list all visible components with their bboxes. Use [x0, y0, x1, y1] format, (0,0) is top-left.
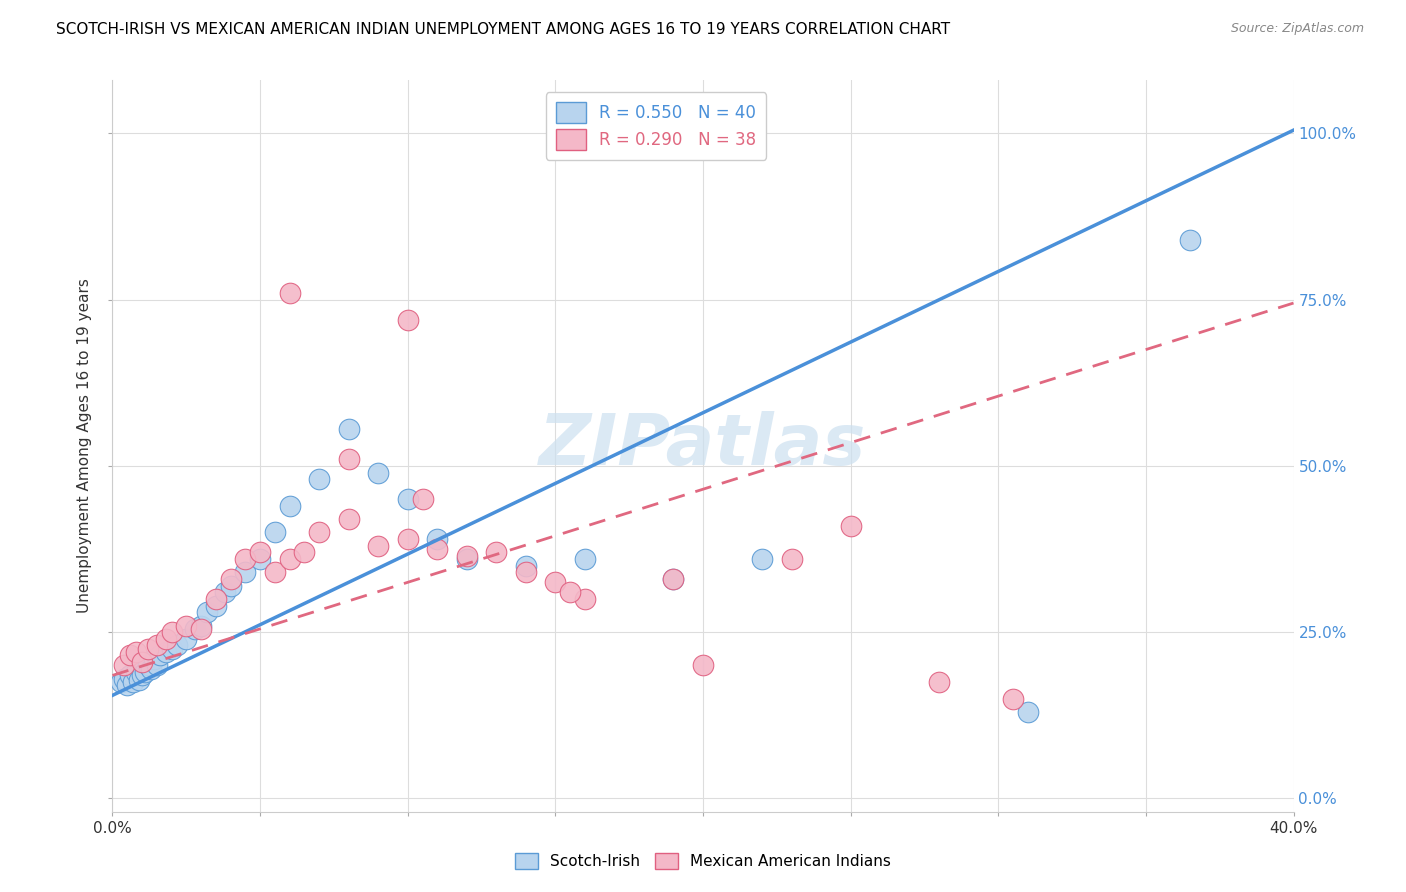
Point — [155, 645, 177, 659]
Point — [426, 532, 449, 546]
Point — [308, 525, 330, 540]
Point — [396, 312, 419, 326]
Point — [396, 532, 419, 546]
Point — [367, 466, 389, 480]
Point — [456, 552, 478, 566]
Point — [456, 549, 478, 563]
Point — [249, 545, 271, 559]
Point — [233, 552, 256, 566]
Point — [205, 599, 228, 613]
Point — [112, 672, 135, 686]
Point — [1017, 705, 1039, 719]
Point — [149, 648, 172, 663]
Point — [125, 665, 148, 679]
Point — [128, 673, 150, 687]
Point — [112, 658, 135, 673]
Point — [219, 572, 242, 586]
Y-axis label: Unemployment Among Ages 16 to 19 years: Unemployment Among Ages 16 to 19 years — [77, 278, 93, 614]
Point — [131, 655, 153, 669]
Point — [174, 632, 197, 646]
Point — [160, 625, 183, 640]
Point — [134, 665, 156, 679]
Point — [122, 675, 145, 690]
Point — [662, 572, 685, 586]
Point — [195, 605, 218, 619]
Point — [160, 641, 183, 656]
Point — [574, 552, 596, 566]
Point — [1178, 233, 1201, 247]
Point — [751, 552, 773, 566]
Point — [337, 512, 360, 526]
Point — [839, 518, 862, 533]
Point — [205, 591, 228, 606]
Point — [928, 675, 950, 690]
Text: SCOTCH-IRISH VS MEXICAN AMERICAN INDIAN UNEMPLOYMENT AMONG AGES 16 TO 19 YEARS C: SCOTCH-IRISH VS MEXICAN AMERICAN INDIAN … — [56, 22, 950, 37]
Point — [264, 525, 287, 540]
Point — [337, 422, 360, 436]
Point — [485, 545, 508, 559]
Legend: Scotch-Irish, Mexican American Indians: Scotch-Irish, Mexican American Indians — [509, 847, 897, 875]
Point — [219, 579, 242, 593]
Text: Source: ZipAtlas.com: Source: ZipAtlas.com — [1230, 22, 1364, 36]
Point — [136, 641, 159, 656]
Point — [142, 652, 165, 666]
Point — [174, 618, 197, 632]
Point — [367, 539, 389, 553]
Point — [117, 678, 138, 692]
Point — [396, 492, 419, 507]
Point — [515, 566, 537, 580]
Text: ZIPatlas: ZIPatlas — [540, 411, 866, 481]
Point — [558, 585, 582, 599]
Point — [278, 286, 301, 301]
Point — [125, 645, 148, 659]
Point — [278, 499, 301, 513]
Point — [120, 668, 142, 682]
Point — [426, 542, 449, 557]
Point — [264, 566, 287, 580]
Point — [574, 591, 596, 606]
Point — [155, 632, 177, 646]
Point — [136, 658, 159, 673]
Point — [166, 639, 188, 653]
Point — [131, 668, 153, 682]
Point — [337, 452, 360, 467]
Point — [292, 545, 315, 559]
Legend: R = 0.550   N = 40, R = 0.290   N = 38: R = 0.550 N = 40, R = 0.290 N = 38 — [546, 92, 766, 160]
Point — [780, 552, 803, 566]
Point — [190, 622, 212, 636]
Point — [214, 585, 236, 599]
Point — [308, 472, 330, 486]
Point — [544, 575, 567, 590]
Point — [190, 618, 212, 632]
Point — [120, 648, 142, 663]
Point — [1001, 691, 1024, 706]
Point — [662, 572, 685, 586]
Point — [233, 566, 256, 580]
Point — [139, 662, 162, 676]
Point — [278, 552, 301, 566]
Point — [184, 622, 207, 636]
Point — [110, 675, 132, 690]
Point — [249, 552, 271, 566]
Point — [692, 658, 714, 673]
Point — [146, 639, 169, 653]
Point — [515, 558, 537, 573]
Point — [411, 492, 433, 507]
Point — [146, 658, 169, 673]
